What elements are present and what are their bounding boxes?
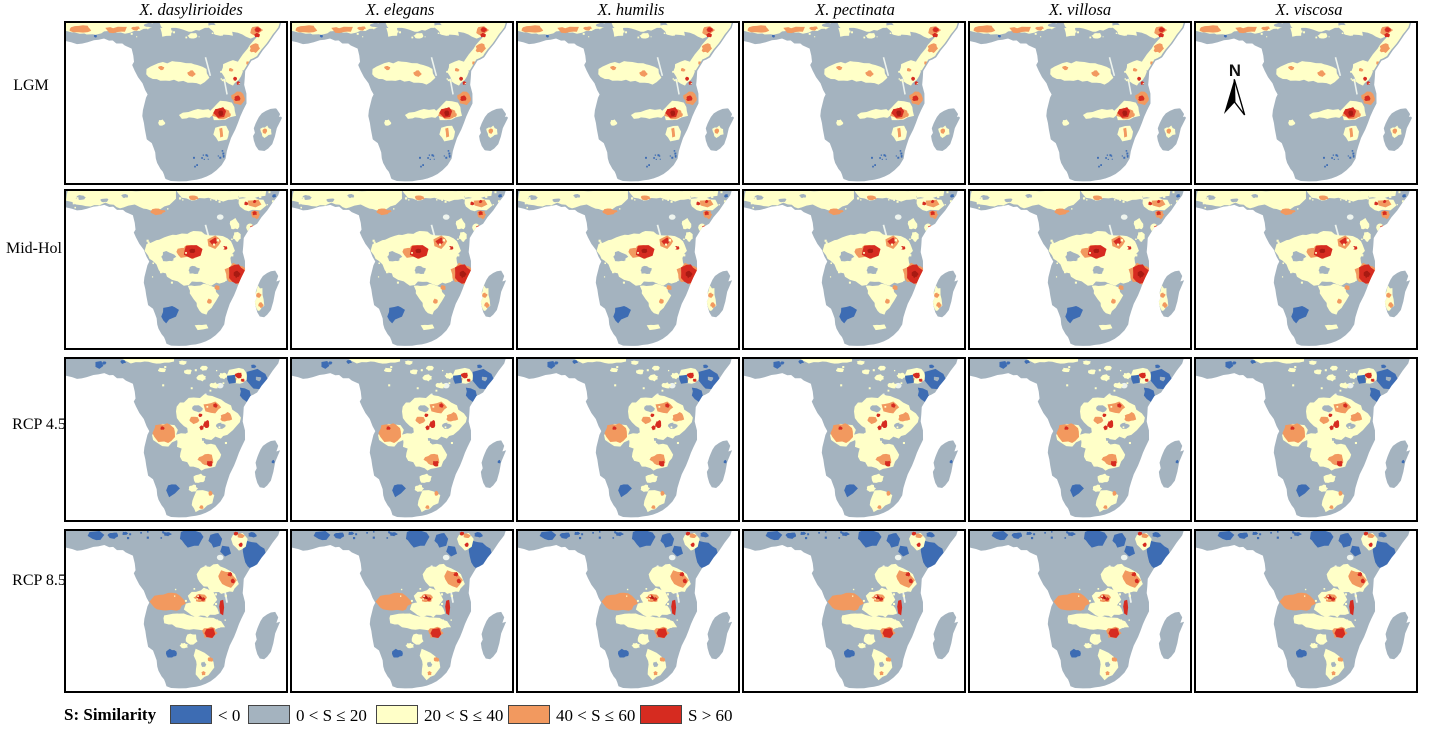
svg-text:N: N — [1229, 61, 1241, 80]
